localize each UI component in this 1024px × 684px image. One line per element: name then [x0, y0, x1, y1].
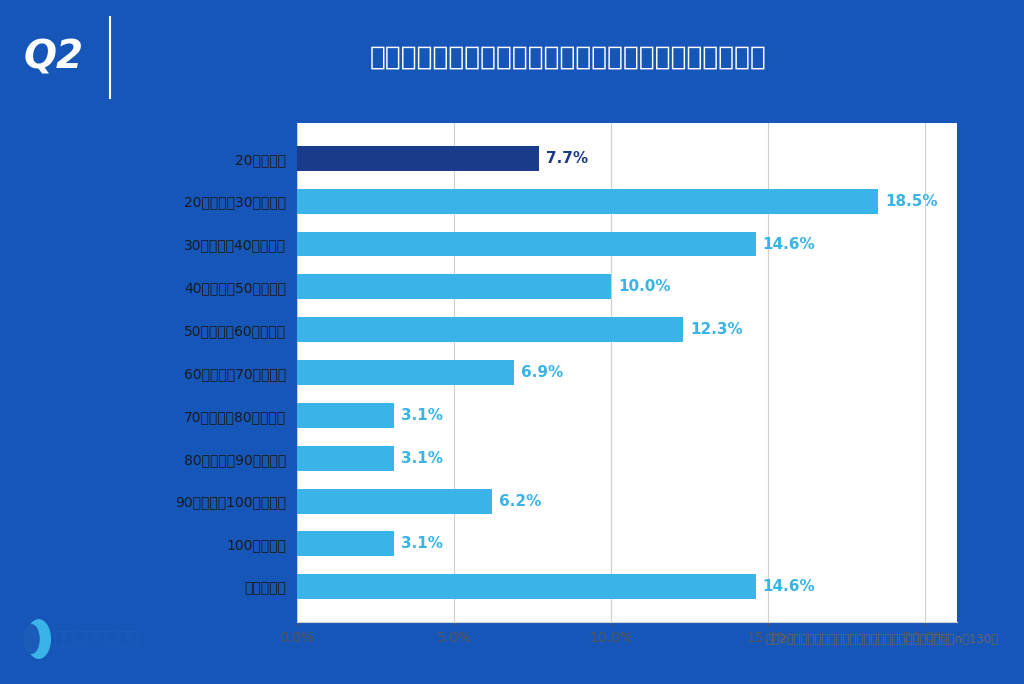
Text: 高校2年生の子どもが塾または予備校に通っていた保護者（n＝130）: 高校2年生の子どもが塾または予備校に通っていた保護者（n＝130）: [766, 633, 998, 646]
Text: 3.1%: 3.1%: [401, 451, 443, 466]
Text: 6.2%: 6.2%: [499, 494, 541, 509]
Bar: [297, 446, 394, 471]
Text: 14.6%: 14.6%: [763, 237, 815, 252]
Bar: [297, 531, 394, 556]
Bar: [297, 146, 539, 171]
Text: 6.9%: 6.9%: [521, 365, 563, 380]
Bar: [297, 189, 879, 213]
Text: Q2: Q2: [24, 38, 83, 77]
Bar: [297, 488, 492, 514]
Text: 現在通っている塾や予備校の年間費用はいくらですか？: 現在通っている塾や予備校の年間費用はいくらですか？: [370, 44, 767, 70]
Text: 3.1%: 3.1%: [401, 536, 443, 551]
Bar: [297, 360, 514, 385]
Ellipse shape: [24, 624, 40, 654]
Bar: [297, 403, 394, 428]
Bar: [297, 317, 683, 342]
Text: 3.1%: 3.1%: [401, 408, 443, 423]
Bar: [297, 575, 756, 599]
Text: 7.7%: 7.7%: [546, 150, 588, 166]
Bar: [297, 274, 611, 300]
Ellipse shape: [27, 619, 51, 659]
Bar: [297, 232, 756, 256]
Text: 14.6%: 14.6%: [763, 579, 815, 594]
Text: 12.3%: 12.3%: [690, 322, 743, 337]
Text: じゅけラボ予備校: じゅけラボ予備校: [53, 630, 139, 648]
Text: 18.5%: 18.5%: [885, 194, 938, 209]
Text: 10.0%: 10.0%: [618, 279, 671, 294]
